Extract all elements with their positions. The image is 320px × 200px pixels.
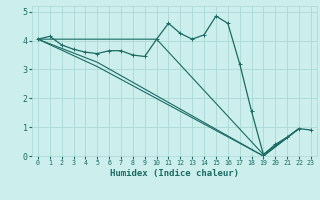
X-axis label: Humidex (Indice chaleur): Humidex (Indice chaleur) [110, 169, 239, 178]
